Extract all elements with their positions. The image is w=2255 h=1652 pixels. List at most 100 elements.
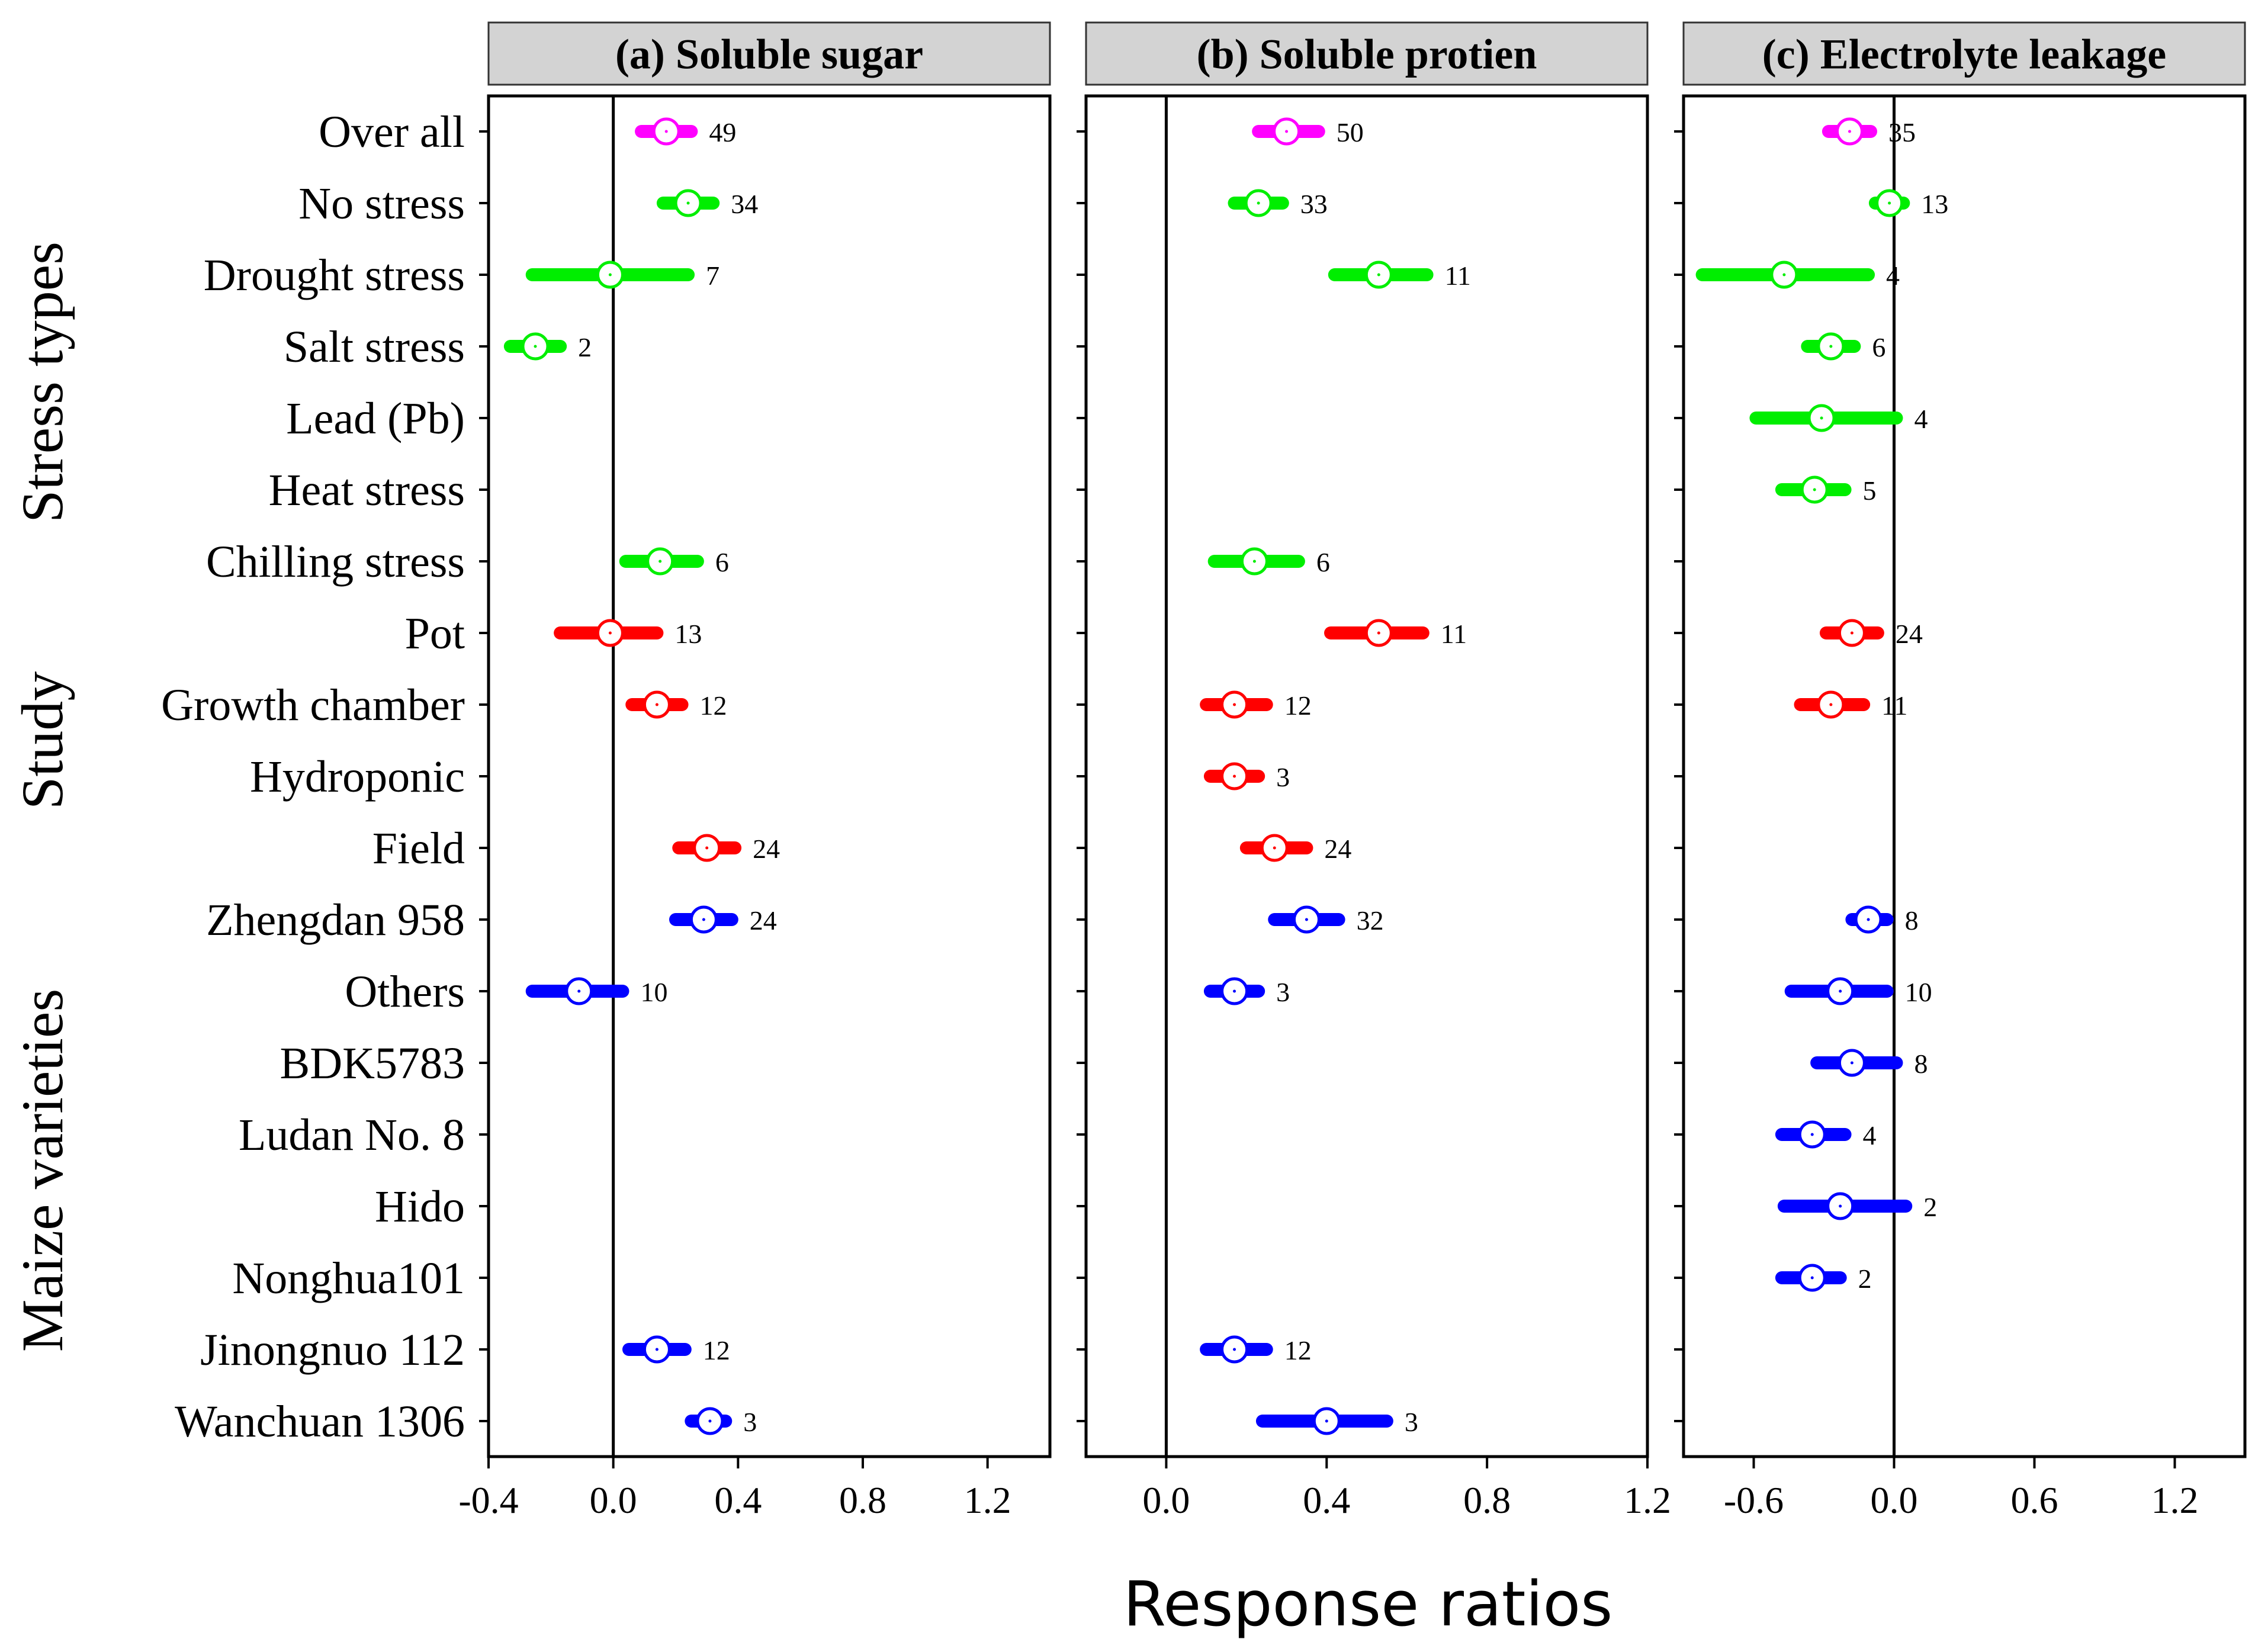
row-label-drought-stress: Drought stress (204, 250, 465, 300)
estimate-others: 3 (1203, 977, 1290, 1007)
sample-size-label: 11 (1445, 261, 1471, 291)
sample-size-label: 7 (706, 261, 719, 291)
panel-frame (487, 94, 1052, 1458)
mean-marker-dot (664, 130, 668, 133)
sample-size-label: 3 (743, 1407, 757, 1437)
estimate-growth-chamber: 12 (625, 690, 727, 721)
group-label-maize-varieties: Maize varieties (9, 989, 75, 1352)
estimate-growth-chamber: 12 (1200, 690, 1312, 721)
sample-size-label: 50 (1337, 117, 1364, 147)
sample-size-label: 33 (1300, 189, 1328, 219)
row-label-ludan-no-8: Ludan No. 8 (239, 1110, 465, 1160)
x-axis-title: Response ratios (1123, 1568, 1613, 1640)
mean-marker-dot (1252, 560, 1256, 563)
sample-size-label: 3 (1276, 762, 1290, 792)
estimate-salt-stress: 6 (1801, 332, 1885, 362)
x-tick-label: 0.4 (1303, 1479, 1350, 1521)
mean-marker-dot (1820, 416, 1823, 420)
sample-size-label: 24 (753, 834, 780, 864)
estimate-wanchuan-1306: 3 (685, 1407, 757, 1437)
row-label-others: Others (345, 967, 465, 1017)
mean-marker-dot (1233, 1348, 1236, 1351)
row-label-pot: Pot (405, 609, 465, 658)
estimate-hido: 2 (1777, 1192, 1937, 1222)
row-label-salt-stress: Salt stress (284, 322, 465, 372)
estimate-no-stress: 13 (1868, 189, 1948, 219)
mean-marker-dot (1850, 631, 1854, 635)
x-tick-label: 1.2 (1624, 1479, 1671, 1521)
mean-marker-dot (1867, 918, 1870, 921)
sample-size-label: 6 (1872, 332, 1885, 362)
sample-size-label: 2 (1858, 1264, 1872, 1294)
mean-marker-dot (577, 989, 581, 993)
estimate-no-stress: 34 (656, 189, 758, 219)
sample-size-label: 5 (1863, 475, 1877, 506)
sample-size-label: 6 (715, 547, 729, 577)
mean-marker-dot (608, 273, 612, 277)
sample-size-label: 11 (1441, 619, 1467, 649)
group-label-stress-types: Stress types (9, 242, 75, 523)
estimate-pot: 24 (1819, 619, 1923, 649)
mean-marker-dot (1782, 273, 1786, 277)
mean-marker-dot (1305, 918, 1308, 921)
sample-size-label: 2 (578, 332, 592, 362)
estimate-hydroponic: 3 (1203, 762, 1290, 792)
x-tick-label: -0.4 (458, 1479, 518, 1521)
sample-size-label: 12 (703, 1335, 730, 1365)
row-label-no-stress: No stress (298, 179, 465, 229)
mean-marker-dot (1233, 989, 1236, 993)
estimate-chilling-stress: 6 (1207, 547, 1330, 577)
x-tick-label: 0.8 (839, 1479, 886, 1521)
estimate-growth-chamber: 11 (1794, 690, 1907, 721)
estimate-pot: 11 (1324, 619, 1467, 649)
x-tick-label: 0.0 (1871, 1479, 1918, 1521)
sample-size-label: 24 (750, 905, 777, 936)
estimate-others: 10 (1784, 977, 1932, 1007)
estimate-over-all: 50 (1252, 117, 1364, 147)
row-label-lead-pb: Lead (Pb) (286, 394, 465, 443)
sample-size-label: 4 (1914, 404, 1928, 434)
mean-marker-dot (702, 918, 705, 921)
mean-marker-dot (708, 1419, 712, 1423)
row-label-bdk5783: BDK5783 (280, 1039, 465, 1088)
mean-marker-dot (1325, 1419, 1328, 1423)
sample-size-label: 6 (1316, 547, 1330, 577)
estimate-wanchuan-1306: 3 (1255, 1407, 1418, 1437)
estimate-others: 10 (525, 977, 667, 1007)
mean-marker-dot (1810, 1276, 1814, 1280)
mean-marker-dot (534, 345, 537, 348)
sample-size-label: 34 (731, 189, 758, 219)
row-label-field: Field (372, 824, 465, 873)
mean-marker-dot (1839, 1204, 1842, 1208)
row-label-zhengdan-958: Zhengdan 958 (206, 895, 465, 945)
sample-size-label: 10 (1905, 977, 1932, 1007)
mean-marker-dot (686, 201, 690, 205)
mean-marker-dot (1257, 201, 1260, 205)
estimate-no-stress: 33 (1228, 189, 1328, 219)
row-label-jinongnuo-112: Jinongnuo 112 (200, 1325, 465, 1375)
estimate-over-all: 35 (1822, 117, 1916, 147)
sample-size-label: 35 (1888, 117, 1916, 147)
estimate-field: 24 (672, 834, 780, 864)
panel-strip (1682, 21, 2246, 86)
mean-marker-dot (1810, 1133, 1814, 1136)
row-label-growth-chamber: Growth chamber (161, 680, 465, 730)
x-tick-label: 1.2 (2151, 1479, 2199, 1521)
mean-marker-dot (1377, 273, 1380, 277)
panel-strip (1085, 21, 1649, 86)
panel-title: (b) Soluble protien (1197, 31, 1537, 78)
x-tick-label: 0.0 (1142, 1479, 1190, 1521)
mean-marker-dot (1233, 774, 1236, 778)
estimate-field: 24 (1239, 834, 1351, 864)
estimate-heat-stress: 5 (1775, 475, 1877, 506)
sample-size-label: 13 (674, 619, 702, 649)
row-label-over-all: Over all (319, 107, 465, 157)
estimate-jinongnuo-112: 12 (622, 1335, 730, 1365)
estimate-nonghua101: 2 (1775, 1264, 1872, 1294)
estimate-lead-pb: 4 (1749, 404, 1928, 434)
estimate-drought-stress: 11 (1328, 261, 1471, 291)
sample-size-label: 4 (1886, 261, 1900, 291)
group-label-study: Study (9, 671, 75, 809)
mean-marker-dot (705, 846, 709, 850)
